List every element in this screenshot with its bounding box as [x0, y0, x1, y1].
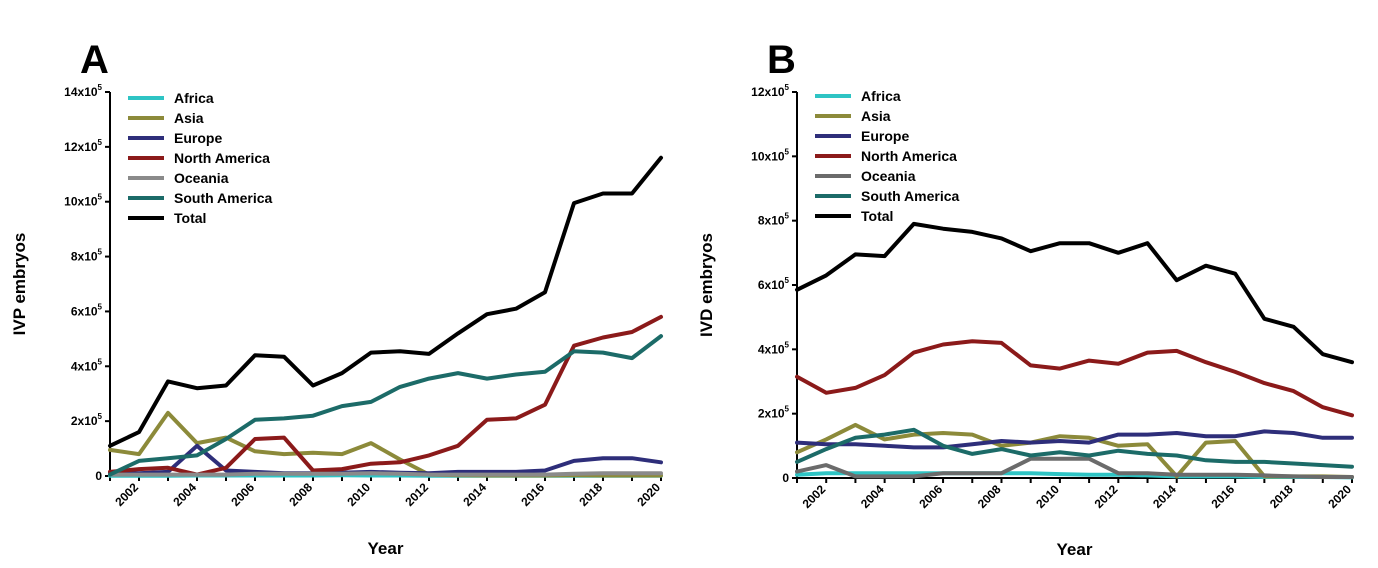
x-axis-title: Year	[368, 539, 404, 558]
panel-label: B	[767, 38, 796, 82]
legend-label: Oceania	[861, 168, 916, 184]
series-line-north-america	[795, 339, 1354, 418]
legend-label: South America	[861, 188, 959, 204]
legend-label: North America	[861, 148, 957, 164]
legend-label: Asia	[861, 108, 891, 124]
y-tick-label: 12x105	[64, 138, 102, 154]
y-tick-label: 8x105	[758, 212, 790, 228]
y-tick-label: 4x105	[758, 340, 790, 356]
x-tick-label: 2018	[1267, 482, 1296, 511]
x-tick-label: 2002	[112, 480, 141, 509]
series-line-oceania	[795, 456, 1354, 479]
y-tick-label: 0	[95, 469, 102, 483]
x-tick-label: 2014	[460, 480, 489, 509]
series-line-europe	[795, 429, 1354, 450]
legend: Africa Asia Europe North America Oceania Sout…	[815, 88, 959, 224]
legend-label: Total	[861, 208, 893, 224]
series-line-asia	[108, 410, 663, 478]
y-tick-label: 2x105	[71, 412, 103, 428]
x-tick-label: 2006	[916, 482, 945, 511]
x-tick-label: 2004	[170, 480, 199, 509]
x-axis-title: Year	[1057, 540, 1093, 559]
legend-label: South America	[174, 190, 272, 206]
legend: Africa Asia Europe North America Oceania Sout…	[128, 90, 272, 226]
chart-panel-b: B 0 2x105 4x105 6x105 8x105 10x105 12x105 2002 20…	[697, 38, 1354, 559]
x-tick-label: 2018	[576, 480, 605, 509]
series-line-south-america	[795, 427, 1354, 469]
legend-label: Oceania	[174, 170, 229, 186]
y-tick-label: 10x105	[64, 193, 102, 209]
series-line-asia	[795, 422, 1354, 479]
legend-label: Africa	[174, 90, 214, 106]
legend-label: Africa	[861, 88, 901, 104]
y-tick-label: 14x105	[64, 83, 102, 99]
x-tick-label: 2016	[1208, 482, 1237, 511]
legend-label: Europe	[174, 130, 222, 146]
x-tick-label: 2010	[344, 480, 373, 509]
legend-label: Total	[174, 210, 206, 226]
x-tick-label: 2010	[1033, 482, 1062, 511]
legend-label: Asia	[174, 110, 204, 126]
x-tick-label: 2020	[634, 480, 663, 509]
y-tick-label: 6x105	[71, 302, 103, 318]
chart-panel-a: A 0 2x105 4x105 6x105 8x105 10x105 12x105 14x105…	[10, 38, 663, 558]
y-tick-label: 8x105	[71, 248, 103, 264]
series-line-south-america	[108, 334, 663, 477]
series-line-oceania	[108, 471, 663, 477]
series-line-total	[108, 155, 663, 448]
x-tick-label: 2002	[800, 482, 829, 511]
legend-label: North America	[174, 150, 270, 166]
y-tick-label: 4x105	[71, 357, 103, 373]
x-tick-label: 2004	[858, 482, 887, 511]
y-tick-label: 10x105	[751, 147, 789, 163]
y-axis-title: IVD embryos	[697, 233, 716, 337]
x-tick-label: 2012	[1092, 482, 1121, 511]
y-tick-label: 0	[782, 471, 789, 485]
y-tick-label: 12x105	[751, 83, 789, 99]
series-line-total	[795, 221, 1354, 365]
y-tick-label: 6x105	[758, 276, 790, 292]
x-tick-label: 2020	[1325, 482, 1354, 511]
x-tick-label: 2008	[975, 482, 1004, 511]
x-tick-label: 2006	[228, 480, 257, 509]
y-axis-title: IVP embryos	[10, 233, 29, 336]
legend-label: Europe	[861, 128, 909, 144]
x-tick-label: 2008	[286, 480, 315, 509]
x-tick-label: 2012	[402, 480, 431, 509]
y-tick-label: 2x105	[758, 405, 790, 421]
x-tick-label: 2014	[1150, 482, 1179, 511]
x-tick-label: 2016	[518, 480, 547, 509]
panel-label: A	[80, 38, 109, 82]
